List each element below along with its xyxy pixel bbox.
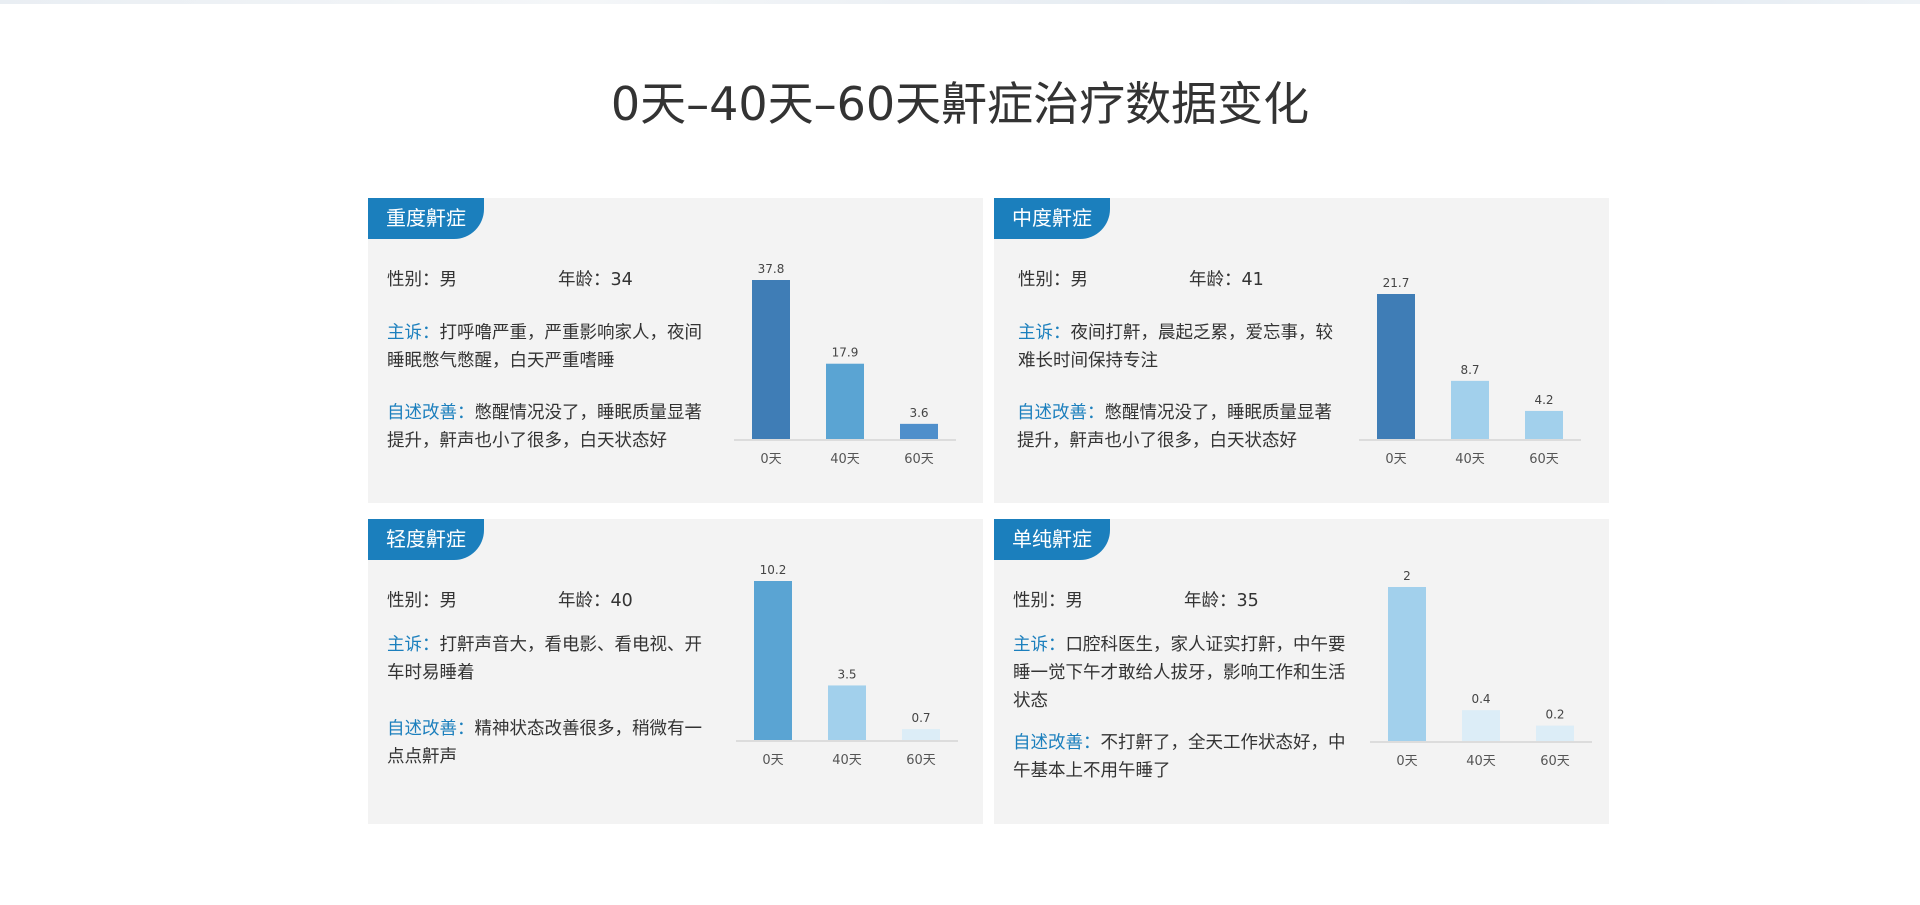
bar bbox=[902, 729, 940, 740]
age-info: 年龄：34 bbox=[558, 266, 633, 291]
bar-chart: 21.7 0天 8.7 40天 4.2 60天 bbox=[1359, 276, 1581, 467]
x-tick-label: 0天 bbox=[1385, 452, 1406, 467]
improvement-value: 精神状态改善很多，稍微有一点点鼾声 bbox=[387, 719, 702, 767]
age-info: 年龄：35 bbox=[1184, 587, 1259, 612]
data-label: 2 bbox=[1403, 569, 1411, 583]
data-label: 37.8 bbox=[758, 262, 785, 276]
age-value: 40 bbox=[610, 591, 633, 611]
card-mild: 轻度鼾症 性别：男 年龄：40 主诉：打鼾声音大，看电影、看电视、开车时易睡着 … bbox=[368, 519, 983, 824]
gender-info: 性别：男 bbox=[387, 587, 457, 612]
card-tab-label: 轻度鼾症 bbox=[368, 519, 484, 560]
bar bbox=[826, 363, 864, 439]
gender-value: 男 bbox=[1065, 591, 1084, 611]
age-label: 年龄： bbox=[558, 591, 611, 611]
bar bbox=[754, 581, 792, 740]
gender-info: 性别：男 bbox=[1018, 266, 1088, 291]
x-tick-label: 0天 bbox=[760, 452, 781, 467]
card-moderate: 中度鼾症 性别：男 年龄：41 主诉：夜间打鼾，晨起乏累，爱忘事，较难长时间保持… bbox=[994, 198, 1609, 503]
complaint-value: 打鼾声音大，看电影、看电视、开车时易睡着 bbox=[387, 635, 702, 683]
data-label: 17.9 bbox=[832, 346, 859, 360]
x-tick-label: 60天 bbox=[906, 753, 936, 768]
data-label: 0.4 bbox=[1471, 692, 1490, 706]
improvement-value: 憋醒情况没了，睡眠质量显著提升，鼾声也小了很多，白天状态好 bbox=[387, 403, 702, 451]
age-value: 35 bbox=[1236, 591, 1259, 611]
data-label: 4.2 bbox=[1534, 393, 1553, 407]
page-title: 0天–40天–60天鼾症治疗数据变化 bbox=[610, 77, 1310, 131]
complaint-text: 主诉：口腔科医生，家人证实打鼾，中午要睡一觉下午才敢给人拔牙，影响工作和生活状态 bbox=[1013, 631, 1358, 715]
age-label: 年龄： bbox=[1184, 591, 1237, 611]
age-label: 年龄： bbox=[1189, 270, 1242, 290]
x-tick-label: 0天 bbox=[762, 753, 783, 768]
gender-label: 性别： bbox=[387, 270, 440, 290]
improvement-text: 自述改善：不打鼾了，全天工作状态好，中午基本上不用午睡了 bbox=[1013, 729, 1358, 785]
bar bbox=[1462, 710, 1500, 741]
card-severe: 重度鼾症 性别：男 年龄：34 主诉：打呼噜严重，严重影响家人，夜间睡眠憋气憋醒… bbox=[368, 198, 983, 503]
improvement-value: 不打鼾了，全天工作状态好，中午基本上不用午睡了 bbox=[1013, 733, 1346, 781]
bar-chart: 2 0天 0.4 40天 0.2 60天 bbox=[1370, 569, 1592, 769]
x-tick-label: 60天 bbox=[1529, 452, 1559, 467]
gender-value: 男 bbox=[439, 591, 458, 611]
x-tick-label: 0天 bbox=[1396, 754, 1417, 769]
gender-label: 性别： bbox=[1018, 270, 1071, 290]
complaint-label: 主诉： bbox=[1018, 323, 1071, 343]
card-tab-label: 单纯鼾症 bbox=[994, 519, 1110, 560]
age-value: 34 bbox=[610, 270, 633, 290]
data-label: 3.5 bbox=[837, 667, 856, 681]
x-tick-label: 60天 bbox=[904, 452, 934, 467]
card-tab-label: 中度鼾症 bbox=[994, 198, 1110, 239]
gender-value: 男 bbox=[439, 270, 458, 290]
complaint-value: 口腔科医生，家人证实打鼾，中午要睡一觉下午才敢给人拔牙，影响工作和生活状态 bbox=[1013, 635, 1346, 711]
improvement-text: 自述改善：憋醒情况没了，睡眠质量显著提升，鼾声也小了很多，白天状态好 bbox=[387, 399, 717, 455]
bar bbox=[752, 280, 790, 439]
gender-label: 性别： bbox=[387, 591, 440, 611]
bar-chart: 10.2 0天 3.5 40天 0.7 60天 bbox=[736, 563, 958, 768]
bar bbox=[828, 685, 866, 740]
x-tick-label: 40天 bbox=[1455, 452, 1485, 467]
improvement-text: 自述改善：憋醒情况没了，睡眠质量显著提升，鼾声也小了很多，白天状态好 bbox=[1017, 399, 1347, 455]
x-tick-label: 40天 bbox=[832, 753, 862, 768]
x-tick-label: 60天 bbox=[1540, 754, 1570, 769]
top-decorative-strip bbox=[0, 0, 1920, 4]
gender-info: 性别：男 bbox=[1013, 587, 1083, 612]
improvement-label: 自述改善： bbox=[1013, 733, 1101, 753]
gender-value: 男 bbox=[1070, 270, 1089, 290]
bar bbox=[1525, 410, 1563, 439]
gender-label: 性别： bbox=[1013, 591, 1066, 611]
improvement-text: 自述改善：精神状态改善很多，稍微有一点点鼾声 bbox=[387, 715, 702, 771]
complaint-label: 主诉： bbox=[387, 323, 440, 343]
bar-chart: 37.8 0天 17.9 40天 3.6 60天 bbox=[734, 262, 956, 467]
age-label: 年龄： bbox=[558, 270, 611, 290]
data-label: 10.2 bbox=[760, 563, 787, 577]
complaint-text: 主诉：夜间打鼾，晨起乏累，爱忘事，较难长时间保持专注 bbox=[1018, 319, 1338, 375]
data-label: 0.7 bbox=[911, 711, 930, 725]
complaint-text: 主诉：打呼噜严重，严重影响家人，夜间睡眠憋气憋醒，白天严重嗜睡 bbox=[387, 319, 717, 375]
complaint-label: 主诉： bbox=[387, 635, 440, 655]
improvement-value: 憋醒情况没了，睡眠质量显著提升，鼾声也小了很多，白天状态好 bbox=[1017, 403, 1332, 451]
x-tick-label: 40天 bbox=[830, 452, 860, 467]
improvement-label: 自述改善： bbox=[1017, 403, 1105, 423]
data-label: 0.2 bbox=[1545, 708, 1564, 722]
complaint-value: 夜间打鼾，晨起乏累，爱忘事，较难长时间保持专注 bbox=[1018, 323, 1333, 371]
card-tab-label: 重度鼾症 bbox=[368, 198, 484, 239]
improvement-label: 自述改善： bbox=[387, 403, 475, 423]
bar bbox=[1377, 294, 1415, 439]
bar bbox=[1451, 380, 1489, 439]
complaint-value: 打呼噜严重，严重影响家人，夜间睡眠憋气憋醒，白天严重嗜睡 bbox=[387, 323, 702, 371]
data-label: 21.7 bbox=[1383, 276, 1410, 290]
gender-info: 性别：男 bbox=[387, 266, 457, 291]
data-label: 8.7 bbox=[1460, 363, 1479, 377]
improvement-label: 自述改善： bbox=[387, 719, 475, 739]
bar bbox=[900, 423, 938, 439]
data-label: 3.6 bbox=[909, 406, 928, 420]
age-value: 41 bbox=[1241, 270, 1264, 290]
age-info: 年龄：41 bbox=[1189, 266, 1264, 291]
age-info: 年龄：40 bbox=[558, 587, 633, 612]
bar bbox=[1536, 725, 1574, 741]
complaint-text: 主诉：打鼾声音大，看电影、看电视、开车时易睡着 bbox=[387, 631, 717, 687]
complaint-label: 主诉： bbox=[1013, 635, 1066, 655]
bar bbox=[1388, 587, 1426, 741]
card-simple: 单纯鼾症 性别：男 年龄：35 主诉：口腔科医生，家人证实打鼾，中午要睡一觉下午… bbox=[994, 519, 1609, 824]
x-tick-label: 40天 bbox=[1466, 754, 1496, 769]
